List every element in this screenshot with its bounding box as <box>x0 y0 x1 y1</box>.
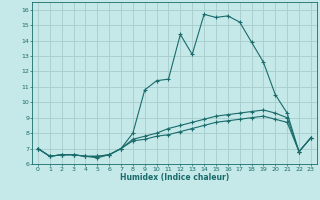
X-axis label: Humidex (Indice chaleur): Humidex (Indice chaleur) <box>120 173 229 182</box>
